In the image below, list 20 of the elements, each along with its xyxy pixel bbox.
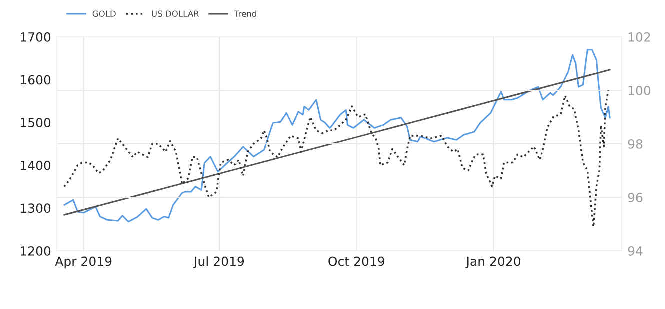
y2-tick-label: 102 — [628, 32, 650, 42]
y2-tick-label: 94 — [628, 246, 643, 256]
y2-tick-label: 98 — [628, 139, 643, 149]
y-tick-label: 1500 — [21, 118, 51, 128]
y-tick-label: 1300 — [21, 204, 51, 214]
line-series — [64, 90, 610, 228]
y-tick-label: 1400 — [21, 160, 51, 170]
x-tick-label: Jan 2020 — [466, 256, 520, 269]
y-tick-label: 1700 — [21, 32, 51, 42]
line-series — [64, 49, 611, 223]
y-tick-label: 1600 — [21, 75, 51, 85]
x-tick-label: Jul 2019 — [193, 256, 244, 269]
x-tick-label: Oct 2019 — [328, 256, 384, 266]
x-tick-label: Apr 2019 — [55, 256, 112, 269]
legend-label: Trend — [234, 10, 256, 18]
y2-tick-label: 96 — [628, 192, 643, 202]
y2-tick-label: 100 — [628, 86, 651, 96]
legend-label: GOLD — [92, 10, 116, 18]
legend-label: US DOLLAR — [152, 10, 200, 18]
y-tick-label: 1200 — [21, 246, 51, 256]
